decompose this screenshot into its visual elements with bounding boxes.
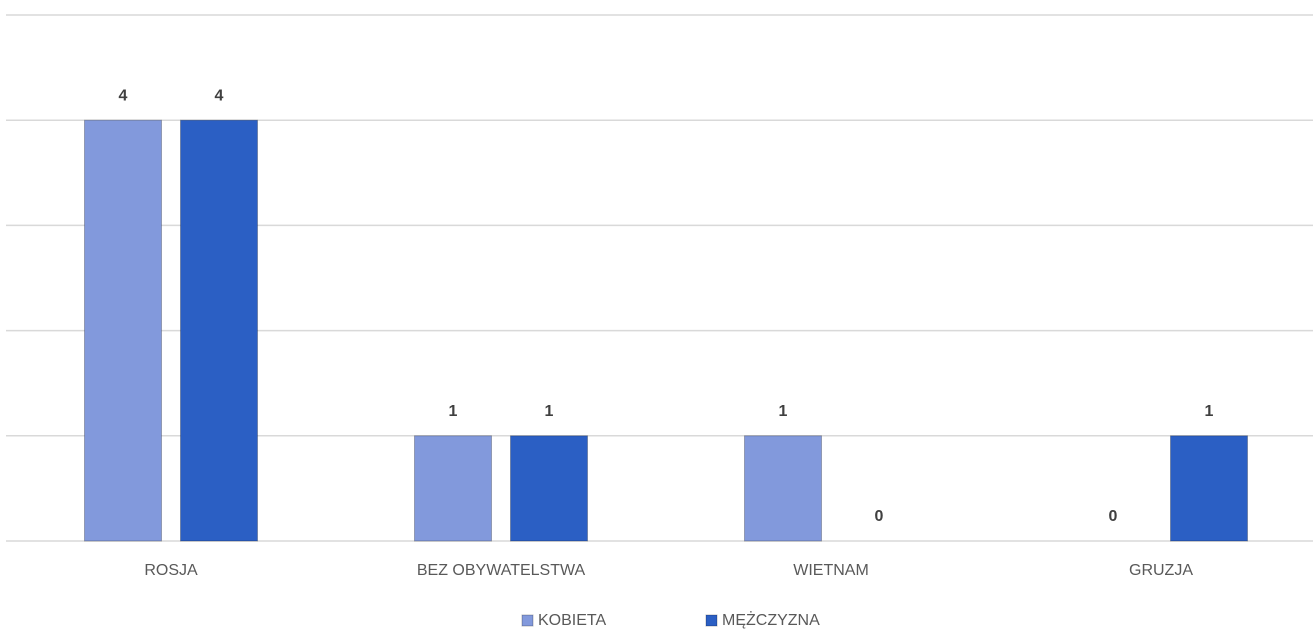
bar (84, 119, 162, 542)
legend-swatch (705, 614, 718, 627)
legend-label: MĘŻCZYZNA (722, 610, 820, 629)
bar (180, 119, 258, 542)
value-label: 0 (1109, 508, 1118, 525)
legend-label: KOBIETA (538, 612, 606, 629)
value-label: 1 (449, 403, 458, 420)
bar (510, 435, 588, 542)
bar (414, 435, 492, 542)
legend-swatch (521, 614, 534, 627)
value-label: 0 (875, 508, 884, 525)
value-label: 1 (1205, 403, 1214, 420)
x-tick-label: BEZ OBYWATELSTWA (417, 562, 586, 579)
x-tick-label: WIETNAM (793, 562, 869, 579)
value-label: 4 (119, 87, 128, 104)
bar (744, 435, 822, 542)
value-label: 1 (779, 403, 788, 420)
x-tick-label: ROSJA (144, 562, 198, 579)
value-label: 1 (545, 403, 554, 420)
x-tick-label: GRUZJA (1129, 562, 1193, 579)
value-label: 4 (215, 87, 224, 104)
bar (1170, 435, 1248, 542)
